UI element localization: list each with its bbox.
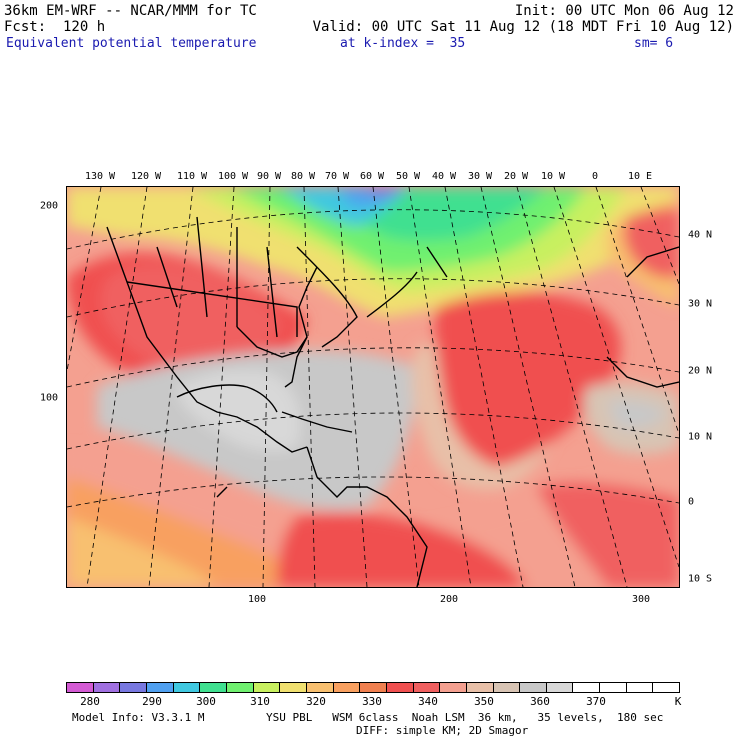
colorbar-label: 330 — [362, 695, 382, 708]
lon-label: 50 W — [395, 171, 421, 182]
smoothing-label: sm= 6 — [634, 36, 674, 51]
shaded-field — [67, 187, 679, 587]
lon-label: 100 W — [217, 171, 249, 182]
x-axis-label: 200 — [439, 594, 459, 605]
coastlines — [106, 216, 679, 587]
lat-label: 30 N — [688, 298, 713, 310]
colorbar-swatch — [120, 683, 147, 692]
lon-label: 0 — [591, 171, 599, 182]
lat-label: 10 N — [688, 431, 713, 443]
colorbar-swatch — [493, 683, 521, 692]
colorbar-label: 310 — [250, 695, 270, 708]
colorbar-label: 350 — [474, 695, 494, 708]
colorbar-swatch — [280, 683, 307, 692]
lat-label: 20 N — [688, 365, 713, 377]
colorbar-label: 300 — [196, 695, 216, 708]
diffusion-info: DIFF: simple KM; 2D Smagor — [356, 724, 529, 737]
colorbar-unit: K — [674, 695, 682, 708]
x-axis-label: 100 — [247, 594, 267, 605]
colorbar-swatch — [546, 683, 574, 692]
init-time: Init: 00 UTC Mon 06 Aug 12 — [514, 3, 734, 19]
colorbar-swatch — [360, 683, 387, 692]
colorbar-swatch — [413, 683, 441, 692]
colorbar-label: 280 — [80, 695, 100, 708]
theta-e-map — [66, 186, 680, 588]
forecast-hour: Fcst: 120 h — [4, 19, 106, 35]
colorbar-swatch — [626, 683, 654, 692]
model-title: 36km EM-WRF -- NCAR/MMM for TC — [4, 3, 257, 19]
colorbar — [66, 682, 680, 693]
model-info: Model Info: V3.3.1 M — [72, 711, 205, 724]
colorbar-swatch — [386, 683, 414, 692]
map-canvas — [67, 187, 679, 587]
colorbar-swatch — [67, 683, 94, 692]
lon-label: 10 W — [540, 171, 566, 182]
lat-label: 10 S — [688, 573, 713, 585]
colorbar-swatch — [200, 683, 227, 692]
lon-label: 130 W — [84, 171, 116, 182]
colorbar-swatch — [653, 683, 680, 692]
colorbar-label: 320 — [306, 695, 326, 708]
colorbar-label: 360 — [530, 695, 550, 708]
colorbar-swatch — [226, 683, 254, 692]
level-label: at k-index = 35 — [340, 36, 466, 51]
colorbar-swatch — [173, 683, 201, 692]
colorbar-swatch — [573, 683, 601, 692]
colorbar-swatch — [440, 683, 467, 692]
physics-info: YSU PBL WSM 6class Noah LSM 36 km, 35 le… — [266, 711, 664, 724]
graticule — [67, 187, 679, 587]
lon-label: 90 W — [256, 171, 282, 182]
colorbar-label: 290 — [142, 695, 162, 708]
colorbar-swatch — [253, 683, 281, 692]
lon-label: 10 E — [627, 171, 653, 182]
colorbar-swatch — [93, 683, 121, 692]
lat-label: 40 N — [688, 229, 713, 241]
lon-label: 80 W — [290, 171, 316, 182]
colorbar-swatch — [333, 683, 361, 692]
lon-label: 30 W — [467, 171, 493, 182]
lon-label: 20 W — [503, 171, 529, 182]
y-axis-label: 200 — [40, 200, 59, 212]
colorbar-swatch — [520, 683, 547, 692]
colorbar-swatch — [146, 683, 174, 692]
y-axis-label: 100 — [40, 392, 59, 404]
colorbar-swatch — [306, 683, 334, 692]
lon-label: 110 W — [176, 171, 208, 182]
colorbar-label: 370 — [586, 695, 606, 708]
lon-label: 40 W — [431, 171, 457, 182]
field-name: Equivalent potential temperature — [6, 36, 257, 51]
valid-time: Valid: 00 UTC Sat 11 Aug 12 (18 MDT Fri … — [312, 19, 734, 35]
lon-label: 60 W — [359, 171, 385, 182]
lon-label: 70 W — [324, 171, 350, 182]
colorbar-swatch — [466, 683, 494, 692]
lon-label: 120 W — [130, 171, 162, 182]
colorbar-label: 340 — [418, 695, 438, 708]
x-axis-label: 300 — [631, 594, 651, 605]
colorbar-swatch — [600, 683, 627, 692]
lat-label: 0 — [688, 496, 695, 508]
